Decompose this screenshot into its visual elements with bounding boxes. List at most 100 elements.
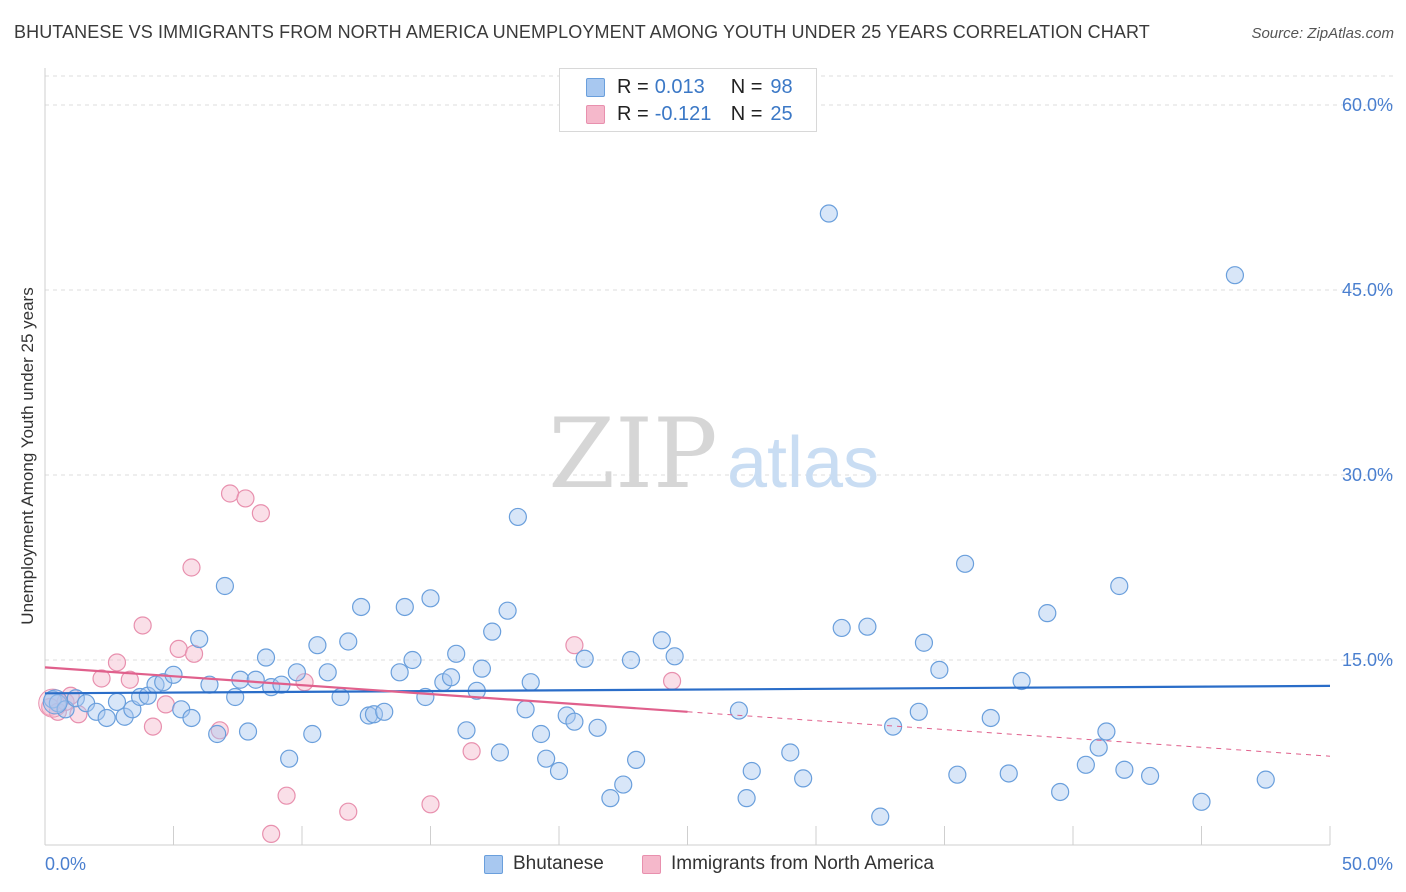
bhutanese-point	[871, 807, 890, 826]
immigrants-point	[156, 695, 175, 714]
legend-swatch-pink	[586, 104, 605, 124]
bhutanese-point-cluster	[42, 689, 68, 715]
bhutanese-point	[1012, 671, 1031, 691]
bhutanese-point	[521, 673, 540, 692]
bhutanese-point	[955, 554, 975, 573]
bhutanese-point	[303, 724, 322, 744]
immigrants-point	[220, 484, 240, 503]
bhutanese-point	[819, 204, 838, 223]
bhutanese-point	[441, 668, 461, 687]
bhutanese-point	[352, 597, 371, 617]
bhutanese-point	[588, 718, 607, 737]
bhutanese-point	[621, 650, 641, 670]
legend-r-value: -0.121	[654, 102, 712, 125]
y-axis-label: Unemployment Among Youth under 25 years	[18, 287, 37, 625]
legend-row-bhutanese: R = 0.013 N = 98	[586, 74, 793, 100]
immigrants-point	[236, 489, 255, 508]
legend-n-value: 25	[770, 102, 793, 125]
bhutanese-point	[1140, 766, 1160, 786]
bhutanese-point	[601, 789, 620, 808]
bhutanese-point	[256, 648, 276, 667]
bhutanese-point	[375, 702, 394, 721]
bhutanese-point	[858, 617, 877, 636]
bhutanese-point	[403, 650, 422, 670]
gridlines	[45, 75, 1393, 661]
immigrants-point	[133, 616, 152, 635]
bhutanese-point	[318, 663, 337, 682]
series-bhutanese-points	[42, 204, 1275, 826]
immigrants-trend-line-dashed	[687, 711, 1331, 757]
bhutanese-point	[56, 700, 75, 719]
legend-row-immigrants: R = -0.121 N = 25	[586, 101, 793, 127]
legend-n-value: 98	[770, 75, 793, 98]
bhutanese-point	[794, 769, 813, 788]
x-tick-label: 0.0%	[45, 854, 86, 874]
bhutanese-point	[516, 700, 535, 719]
bhutanese-point	[447, 644, 466, 663]
immigrants-point	[339, 802, 358, 821]
bhutanese-trend-line	[44, 684, 1331, 695]
watermark: ZIP atlas	[548, 398, 879, 510]
bhutanese-point	[1256, 770, 1275, 789]
bhutanese-point	[832, 618, 851, 638]
bhutanese-point	[215, 576, 234, 596]
bhutanese-point	[1076, 755, 1095, 774]
bhutanese-point	[930, 660, 949, 679]
immigrants-point	[182, 558, 201, 577]
bhutanese-point	[1110, 576, 1129, 596]
bhutanese-point	[339, 632, 358, 651]
bhutanese-point	[729, 701, 749, 720]
watermark-zip: ZIP	[548, 398, 717, 510]
bottom-legend-swatch-pink	[642, 854, 661, 874]
bhutanese-point	[614, 775, 633, 794]
bhutanese-point	[537, 749, 556, 768]
bhutanese-point	[483, 622, 502, 641]
bhutanese-point	[287, 663, 306, 682]
legend-n-label: N =	[730, 102, 763, 125]
bhutanese-point	[1225, 266, 1245, 285]
bhutanese-point	[115, 707, 134, 726]
legend-r-value: 0.013	[654, 75, 705, 98]
bhutanese-point	[914, 633, 934, 652]
legend-r-label: R =	[617, 75, 649, 98]
bhutanese-point	[1192, 792, 1211, 811]
bhutanese-point	[246, 670, 265, 689]
bhutanese-point	[1038, 604, 1057, 623]
immigrants-point	[421, 795, 440, 814]
bhutanese-point	[999, 764, 1018, 783]
immigrants-point	[251, 504, 270, 523]
immigrants-point	[565, 636, 584, 655]
bhutanese-point	[238, 722, 258, 741]
bottom-legend-label-immigrants: Immigrants from North America	[671, 853, 934, 874]
immigrants-point	[262, 824, 281, 844]
bhutanese-point	[1089, 738, 1108, 757]
bottom-legend-swatch-blue	[484, 854, 503, 874]
tick-labels: 15.0% 30.0% 45.0% 60.0% 0.0% 50.0%	[45, 95, 1393, 874]
bhutanese-point	[909, 702, 928, 721]
immigrants-point	[92, 669, 111, 688]
legend-r-label: R =	[617, 102, 649, 125]
bhutanese-point	[948, 765, 967, 784]
bhutanese-point	[1051, 782, 1070, 802]
x-tick-label: 50.0%	[1342, 854, 1393, 874]
bhutanese-point	[531, 724, 551, 744]
bhutanese-point	[472, 659, 491, 678]
y-tick-label: 15.0%	[1342, 650, 1393, 670]
bhutanese-point	[87, 702, 106, 721]
bhutanese-point	[565, 712, 584, 731]
bhutanese-point	[737, 789, 756, 808]
immigrants-point	[107, 653, 127, 672]
bottom-legend-immigrants: Immigrants from North America	[642, 852, 934, 876]
immigrants-trend-line	[44, 666, 688, 713]
immigrants-point	[277, 786, 296, 805]
legend-n-label: N =	[730, 75, 763, 98]
bhutanese-point	[498, 601, 517, 620]
immigrants-point	[462, 742, 481, 761]
bhutanese-point	[226, 687, 245, 707]
bhutanese-point	[742, 761, 761, 781]
bottom-legend-bhutanese: Bhutanese	[484, 852, 604, 876]
bhutanese-point	[508, 507, 527, 527]
bhutanese-point	[652, 631, 671, 650]
y-tick-label: 60.0%	[1342, 95, 1393, 115]
